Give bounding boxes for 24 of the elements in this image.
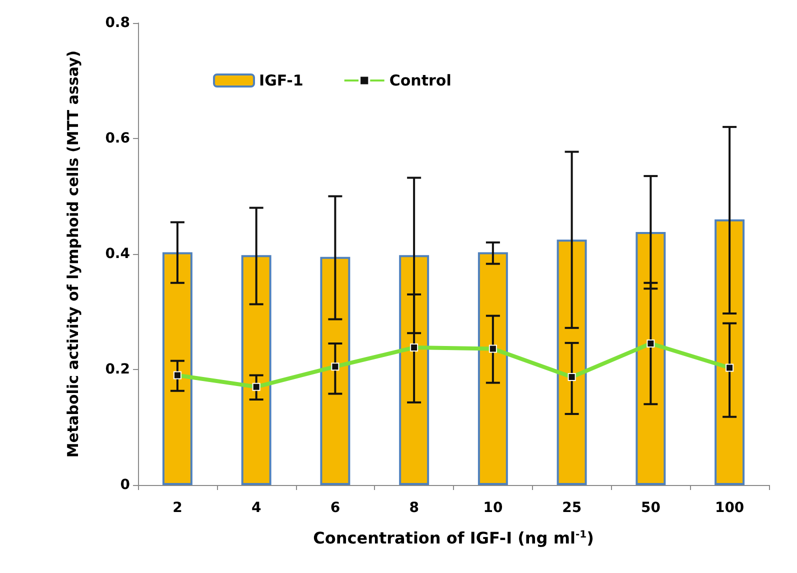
bar bbox=[320, 256, 350, 485]
y-tick-label: 0.2 bbox=[105, 362, 130, 378]
x-tick-label: 4 bbox=[251, 500, 262, 516]
x-tick-label: 25 bbox=[562, 500, 582, 516]
y-tick-label: 0.4 bbox=[105, 246, 130, 262]
y-tick-label: 0.6 bbox=[105, 130, 130, 146]
bar bbox=[636, 232, 666, 485]
x-tick-label: 100 bbox=[714, 500, 744, 516]
bar bbox=[399, 255, 430, 485]
x-tick-label: 2 bbox=[172, 500, 182, 516]
legend-label: IGF-1 bbox=[259, 72, 304, 90]
x-tick-label: 8 bbox=[409, 500, 419, 516]
x-tick-label: 50 bbox=[640, 500, 661, 516]
y-tick-label: 0.8 bbox=[105, 15, 130, 31]
x-tick-label: 6 bbox=[330, 500, 340, 516]
bar bbox=[556, 240, 587, 485]
y-tick-label: 0 bbox=[120, 477, 130, 493]
y-axis-title: Metabolic activity of lymphoid cells (MTT assay) bbox=[64, 50, 82, 458]
legend-label: Control bbox=[389, 72, 452, 90]
bar bbox=[162, 252, 192, 485]
x-tick-label: 10 bbox=[483, 500, 503, 516]
bar bbox=[714, 219, 745, 485]
bar bbox=[478, 252, 508, 485]
bar bbox=[241, 255, 272, 485]
